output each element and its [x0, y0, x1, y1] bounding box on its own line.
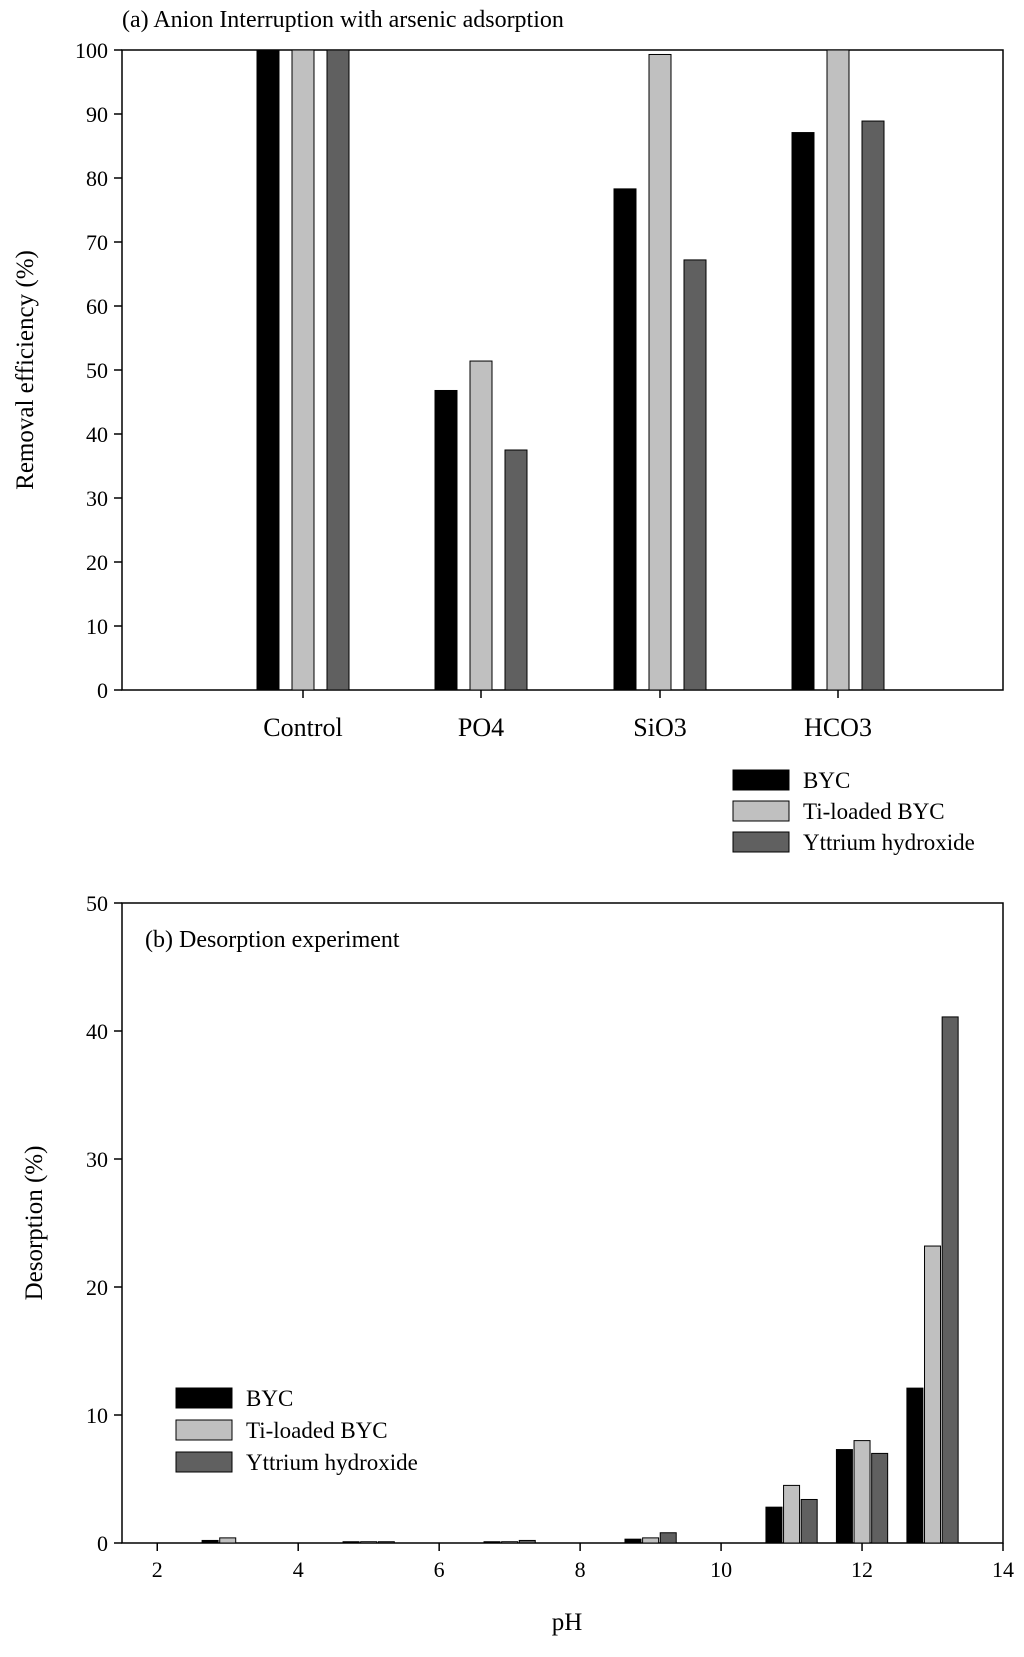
chart-b-bar — [518, 1539, 536, 1544]
chart-b-x-tick-label: 4 — [293, 1557, 304, 1582]
chart-a-y-tick-label: 50 — [86, 358, 108, 383]
chart-b-y-tick-label: 0 — [97, 1531, 108, 1556]
chart-b-x-tick-label: 8 — [575, 1557, 586, 1582]
chart-b-bar — [871, 1452, 889, 1544]
chart-a-category-label: Control — [263, 713, 342, 742]
chart-b-bar — [853, 1440, 871, 1544]
chart-b-bar — [483, 1541, 501, 1544]
chart-a-bar — [256, 49, 280, 691]
chart-a-legend-label: Yttrium hydroxide — [803, 830, 975, 855]
chart-a-y-tick-label: 10 — [86, 614, 108, 639]
chart-a-bar — [683, 259, 707, 691]
chart-a-bar — [469, 360, 493, 691]
chart-b-plot-frame — [121, 902, 1004, 1544]
chart-b-bar — [642, 1537, 660, 1544]
chart-b-legend-swatch — [175, 1451, 233, 1473]
chart-a-y-tick-label: 0 — [97, 678, 108, 703]
chart-a-y-tick-label: 20 — [86, 550, 108, 575]
chart-b-bar — [659, 1532, 677, 1544]
chart-b-y-tick-label: 50 — [86, 891, 108, 916]
chart-a-category-label: SiO3 — [633, 713, 686, 742]
chart-b-bar — [501, 1541, 519, 1544]
chart-b-bar — [360, 1541, 378, 1544]
chart-a-y-tick-label: 90 — [86, 102, 108, 127]
chart-b-desorption: (b) Desorption experiment 0 10 20 30 40 50 Deso… — [21, 891, 1014, 1636]
chart-a-bar — [826, 49, 850, 691]
chart-a-category-label: PO4 — [458, 713, 504, 742]
chart-b-bar — [342, 1541, 360, 1544]
chart-b-x-axis-label: pH — [552, 1609, 583, 1636]
chart-a-y-tick-label: 40 — [86, 422, 108, 447]
chart-b-y-axis-label: Desorption (%) — [21, 1146, 48, 1301]
chart-a-legend-label: Ti-loaded BYC — [803, 799, 945, 824]
chart-b-y-tick-label: 20 — [86, 1275, 108, 1300]
chart-b-bar — [624, 1538, 642, 1544]
chart-a-bar — [861, 120, 885, 691]
chart-a-y-tick-label: 80 — [86, 166, 108, 191]
chart-b-bar — [783, 1484, 801, 1544]
chart-b-legend-label: Ti-loaded BYC — [246, 1418, 388, 1443]
chart-b-y-tick-label: 30 — [86, 1147, 108, 1172]
chart-a-y-tick-label: 30 — [86, 486, 108, 511]
chart-a-bar — [648, 53, 672, 691]
chart-b-legend-swatch — [175, 1419, 233, 1441]
chart-a-bar — [326, 49, 350, 691]
chart-a-bar — [613, 188, 637, 691]
chart-b-y-tick-label: 40 — [86, 1019, 108, 1044]
chart-b-bar — [924, 1245, 942, 1544]
chart-a-bar — [291, 49, 315, 691]
chart-b-bar — [219, 1537, 237, 1544]
chart-b-bar — [800, 1498, 818, 1544]
chart-b-x-tick-label: 10 — [710, 1557, 732, 1582]
chart-a-y-tick-label: 70 — [86, 230, 108, 255]
chart-a-bar — [504, 449, 528, 691]
chart-b-bar — [377, 1541, 395, 1544]
chart-b-bar — [765, 1506, 783, 1544]
chart-a-legend-swatch — [732, 769, 790, 791]
chart-b-title: (b) Desorption experiment — [145, 927, 400, 953]
chart-a-removal-efficiency: (a) Anion Interruption with arsenic adso… — [12, 7, 1004, 855]
chart-a-y-tick-label: 60 — [86, 294, 108, 319]
chart-b-legend-label: BYC — [246, 1386, 293, 1411]
chart-a-title: (a) Anion Interruption with arsenic adso… — [122, 7, 564, 33]
chart-b-bar — [906, 1387, 924, 1544]
chart-a-legend-swatch — [732, 831, 790, 853]
chart-a-bar — [791, 132, 815, 691]
chart-a-category-label: HCO3 — [804, 713, 872, 742]
chart-b-y-tick-label: 10 — [86, 1403, 108, 1428]
chart-a-legend-swatch — [732, 800, 790, 822]
chart-b-x-tick-label: 6 — [434, 1557, 445, 1582]
chart-b-bar — [835, 1449, 853, 1544]
chart-b-bar — [941, 1016, 959, 1544]
chart-a-y-axis-label: Removal efficiency (%) — [12, 250, 39, 490]
chart-a-bar — [434, 389, 458, 691]
chart-b-x-tick-label: 12 — [851, 1557, 873, 1582]
chart-a-y-tick-label: 100 — [75, 38, 108, 63]
chart-b-x-tick-label: 14 — [992, 1557, 1014, 1582]
chart-b-bar — [201, 1539, 219, 1544]
chart-b-x-tick-label: 2 — [152, 1557, 163, 1582]
chart-b-legend-label: Yttrium hydroxide — [246, 1450, 418, 1475]
chart-a-legend-label: BYC — [803, 768, 850, 793]
chart-b-legend-swatch — [175, 1387, 233, 1409]
